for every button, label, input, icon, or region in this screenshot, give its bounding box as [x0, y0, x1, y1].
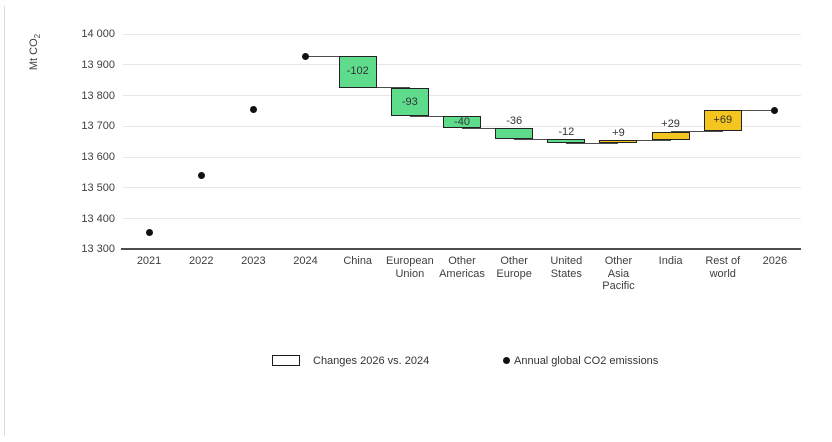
bar-value-label: +9: [612, 126, 625, 139]
annual-emissions-dot[interactable]: [197, 171, 205, 179]
waterfall-bar[interactable]: [495, 128, 534, 140]
connector-line: [566, 142, 619, 144]
x-axis-line: [121, 248, 801, 251]
bar-value-label: +69: [713, 114, 733, 127]
y-tick-label: 13 800: [81, 89, 115, 102]
waterfall-bar[interactable]: [338, 56, 377, 88]
waterfall-bar[interactable]: [547, 139, 586, 144]
y-tick-label: 13 600: [81, 151, 115, 164]
waterfall-bar[interactable]: [443, 116, 481, 129]
bar-value-label: +29: [661, 118, 680, 130]
bar-value-label: -93: [401, 95, 418, 108]
y-tick-label: 13 500: [81, 181, 115, 194]
y-tick-label: 13 900: [81, 58, 115, 71]
connector-line: [670, 130, 723, 133]
x-tick-label: European Union: [385, 255, 434, 280]
x-tick-label: 2023: [241, 255, 266, 267]
x-tick-label: China: [343, 255, 373, 267]
x-tick-label: Other Asia Pacific: [602, 255, 635, 292]
annual-emissions-dot[interactable]: [249, 105, 257, 113]
connector-line: [357, 86, 410, 89]
waterfall-bar[interactable]: [599, 140, 638, 144]
annual-emissions-dot[interactable]: [145, 228, 153, 236]
plot-area: 14 000 13 900 13 800 13 700 13 600 13 500 13 4…: [81, 28, 801, 292]
x-tick-label: Other Americas: [439, 255, 485, 280]
connector-line: [722, 109, 775, 111]
connector-line: [618, 139, 671, 141]
bar-value-label: -12: [558, 125, 575, 138]
bar-value-label: -36: [506, 114, 523, 127]
gridline: [123, 156, 801, 158]
gridline: [123, 64, 801, 66]
bar-value-label: -102: [346, 65, 369, 78]
connector-line: [514, 138, 567, 141]
gridline: [123, 33, 801, 35]
connector-line: [409, 115, 462, 117]
gridline: [123, 218, 801, 220]
annual-emissions-dot[interactable]: [302, 52, 310, 60]
legend-box-swatch: [272, 355, 300, 366]
waterfall-bar[interactable]: [703, 110, 742, 132]
x-tick-label: India: [658, 255, 683, 267]
y-tick-label: 13 700: [81, 120, 115, 133]
x-tick-label: 2026: [762, 255, 788, 267]
gridline: [123, 187, 801, 189]
connector-line: [305, 55, 358, 57]
y-tick-label: 13 300: [81, 243, 115, 256]
frame-left-border: [4, 6, 5, 436]
bar-value-label: -40: [454, 116, 470, 129]
x-tick-label: Other Europe: [496, 255, 532, 280]
legend-item-annual-emissions: Annual global CO2 emissions: [503, 353, 658, 368]
legend-dot-icon: [503, 357, 510, 364]
annual-emissions-dot[interactable]: [771, 106, 779, 114]
x-tick-label: 2024: [293, 255, 318, 267]
x-tick-label: 2022: [188, 255, 214, 267]
gridline: [123, 95, 801, 96]
waterfall-bar[interactable]: [390, 87, 429, 117]
y-tick-label: 14 000: [81, 28, 115, 40]
y-tick-label: 13 400: [81, 212, 115, 225]
legend-label-annual-emissions: Annual global CO2 emissions: [514, 354, 659, 367]
x-tick-label: Rest of world: [705, 255, 741, 280]
legend-item-changes: Changes 2026 vs. 2024: [272, 353, 429, 368]
connector-line: [462, 127, 515, 129]
waterfall-bar[interactable]: [651, 131, 690, 141]
legend-label-changes: Changes 2026 vs. 2024: [313, 354, 430, 367]
x-tick-label: United States: [550, 255, 583, 280]
x-tick-label: 2021: [136, 255, 162, 267]
